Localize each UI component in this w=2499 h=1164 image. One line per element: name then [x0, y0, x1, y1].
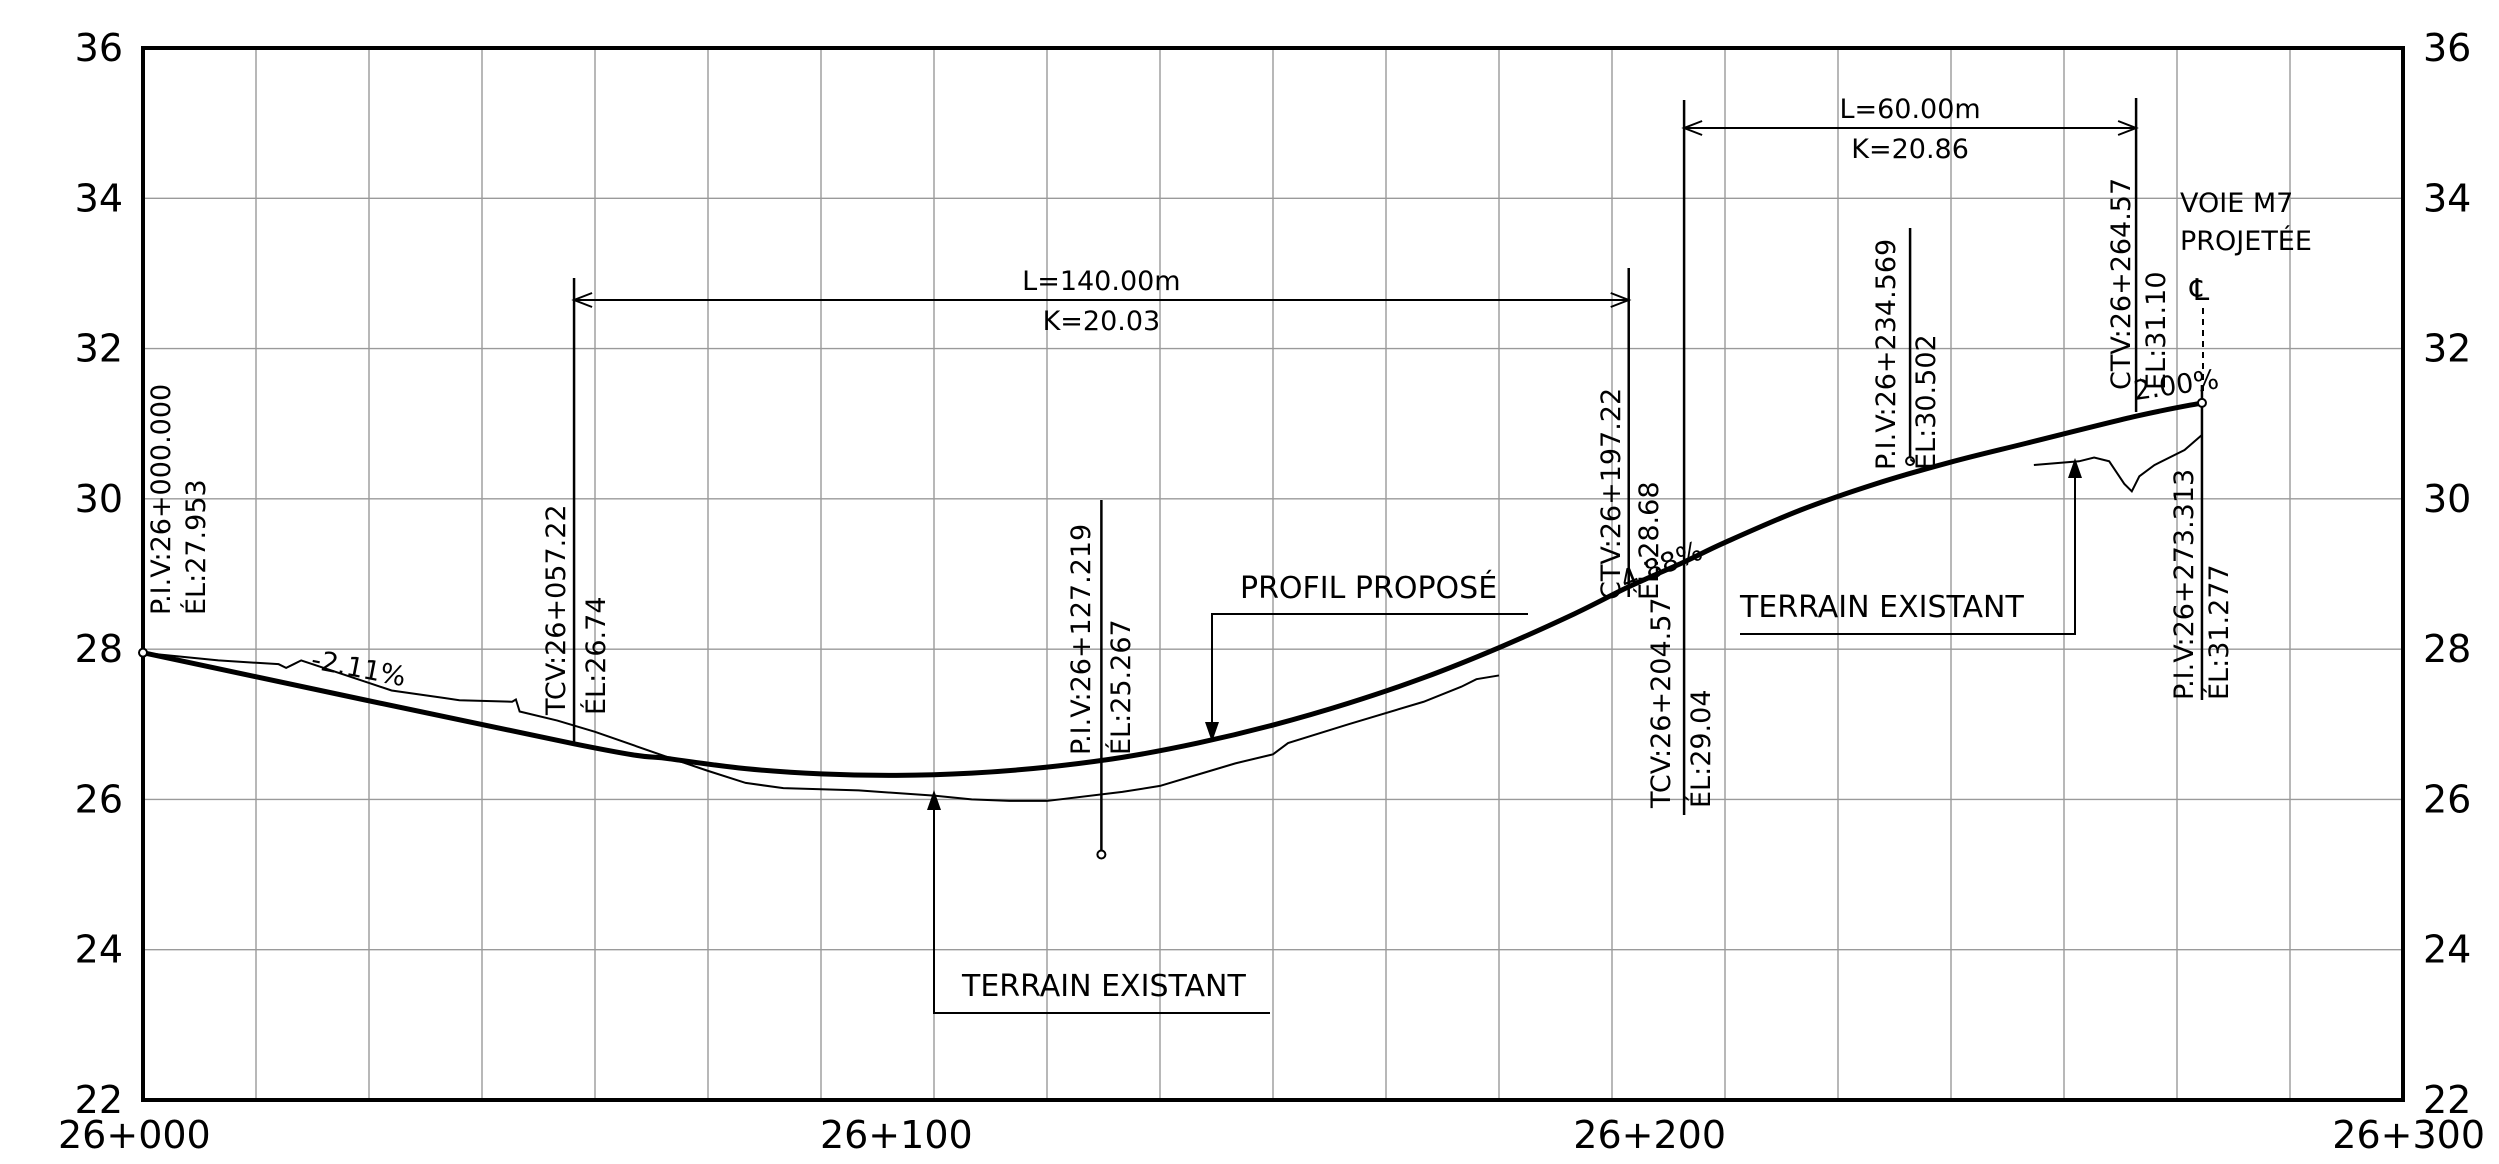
curve-point-station-label: CTV:26+197.22 — [1596, 388, 1627, 600]
terrain-existant-leader-2 — [1740, 463, 2076, 635]
piv-point — [138, 647, 148, 658]
proposed-profile-line — [142, 400, 2203, 778]
x-tick-label: 26+300 — [2332, 1113, 2485, 1157]
y-tick-label-right: 26 — [2423, 777, 2471, 821]
grade-label: -2.11% — [309, 644, 409, 693]
voie-label: VOIE M7 — [2180, 188, 2293, 219]
grid — [141, 46, 2405, 1102]
piv-elevation-label: ÉL:25.267 — [1105, 619, 1137, 755]
y-tick-label-right: 36 — [2423, 26, 2471, 70]
terrain-existant-leader-1 — [933, 795, 1270, 1014]
terrain-existant-label-2: TERRAIN EXISTANT — [1739, 590, 2024, 625]
existing-terrain-line-2 — [2033, 434, 2203, 494]
piv-point — [1096, 849, 1107, 860]
curve-point-elevation-label: ÉL:29.04 — [1685, 690, 1717, 809]
curve-point-station-label: TCV:26+204.57 — [1646, 597, 1677, 809]
profile-lines — [142, 400, 2203, 802]
x-tick-label: 26+200 — [1573, 1113, 1726, 1157]
dimension-arrow-right — [1610, 292, 1632, 308]
axis-tick-labels: 22 22 24 24 26 26 28 28 30 30 32 32 34 34 36 36 26+000 26… — [58, 26, 2485, 1157]
y-tick-label-left: 30 — [75, 477, 123, 521]
curve-point-elevation-label: ÉL:26.74 — [580, 597, 612, 716]
y-tick-label-right: 22 — [2423, 1078, 2471, 1122]
vertical-curve-k-label: K=20.03 — [1043, 306, 1161, 337]
y-tick-label-right: 32 — [2423, 327, 2471, 371]
curve-point-elevation-label: ÉL:28.68 — [1633, 482, 1665, 601]
terrain-existant-arrow-1 — [927, 790, 941, 810]
y-tick-label-right: 24 — [2423, 928, 2471, 972]
piv-station-label: P.I.V:26+127.219 — [1066, 524, 1097, 755]
piv-point — [1905, 456, 1916, 467]
y-tick-label-left: 28 — [75, 627, 123, 671]
x-tick-label: 26+000 — [58, 1113, 211, 1157]
y-tick-label-right: 28 — [2423, 627, 2471, 671]
piv-elevation-label: ÉL:27.953 — [180, 479, 212, 615]
y-tick-label-left: 36 — [75, 26, 123, 70]
centerline-symbol: ℄ — [2189, 273, 2209, 308]
profil-propose-label: PROFIL PROPOSÉ — [1240, 570, 1497, 606]
curve-point-station-label: TCV:26+057.22 — [541, 504, 572, 716]
piv-station-label: P.I.V:26+000.000 — [146, 384, 177, 615]
piv-station-label: P.I.V:26+273.313 — [2169, 469, 2200, 700]
vertical-curve-k-label: K=20.86 — [1851, 134, 1969, 165]
profil-propose-arrow — [1205, 722, 1219, 742]
projetee-label: PROJETÉE — [2180, 225, 2312, 257]
piv-elevation-label: ÉL:30.502 — [1910, 334, 1942, 470]
piv-elevation-label: ÉL:31.277 — [2203, 564, 2235, 700]
plot-frame — [141, 46, 2405, 1102]
piv-station-label: P.I.V:26+234.569 — [1871, 239, 1902, 470]
terrain-existant-label-1: TERRAIN EXISTANT — [961, 969, 1246, 1004]
profil-propose-leader — [1211, 613, 1528, 735]
dimension-arrow-right — [2117, 120, 2139, 136]
y-tick-label-left: 22 — [75, 1078, 123, 1122]
y-tick-label-left: 32 — [75, 327, 123, 371]
y-tick-label-left: 26 — [75, 777, 123, 821]
vertical-curve-length-label: L=60.00m — [1839, 94, 1980, 125]
curve-point-elevation-label: ÉL:31.10 — [2140, 272, 2172, 391]
x-tick-label: 26+100 — [820, 1113, 973, 1157]
y-tick-label-left: 34 — [75, 176, 123, 220]
piv-point — [2196, 397, 2207, 408]
y-tick-label-right: 34 — [2423, 176, 2471, 220]
y-tick-label-left: 24 — [75, 928, 123, 972]
dimension-arrow-left — [571, 292, 593, 308]
y-tick-label-right: 30 — [2423, 477, 2471, 521]
terrain-existant-arrow-2 — [2068, 458, 2082, 478]
existing-terrain-line-1 — [142, 651, 1500, 802]
curve-point-station-label: CTV:26+264.57 — [2106, 178, 2137, 390]
annotations: PROFIL PROPOSÉ TERRAIN EXISTANT TERRAIN … — [927, 188, 2312, 1014]
vertical-curve-length-label: L=140.00m — [1022, 266, 1180, 297]
dimension-arrow-left — [1681, 120, 1703, 136]
